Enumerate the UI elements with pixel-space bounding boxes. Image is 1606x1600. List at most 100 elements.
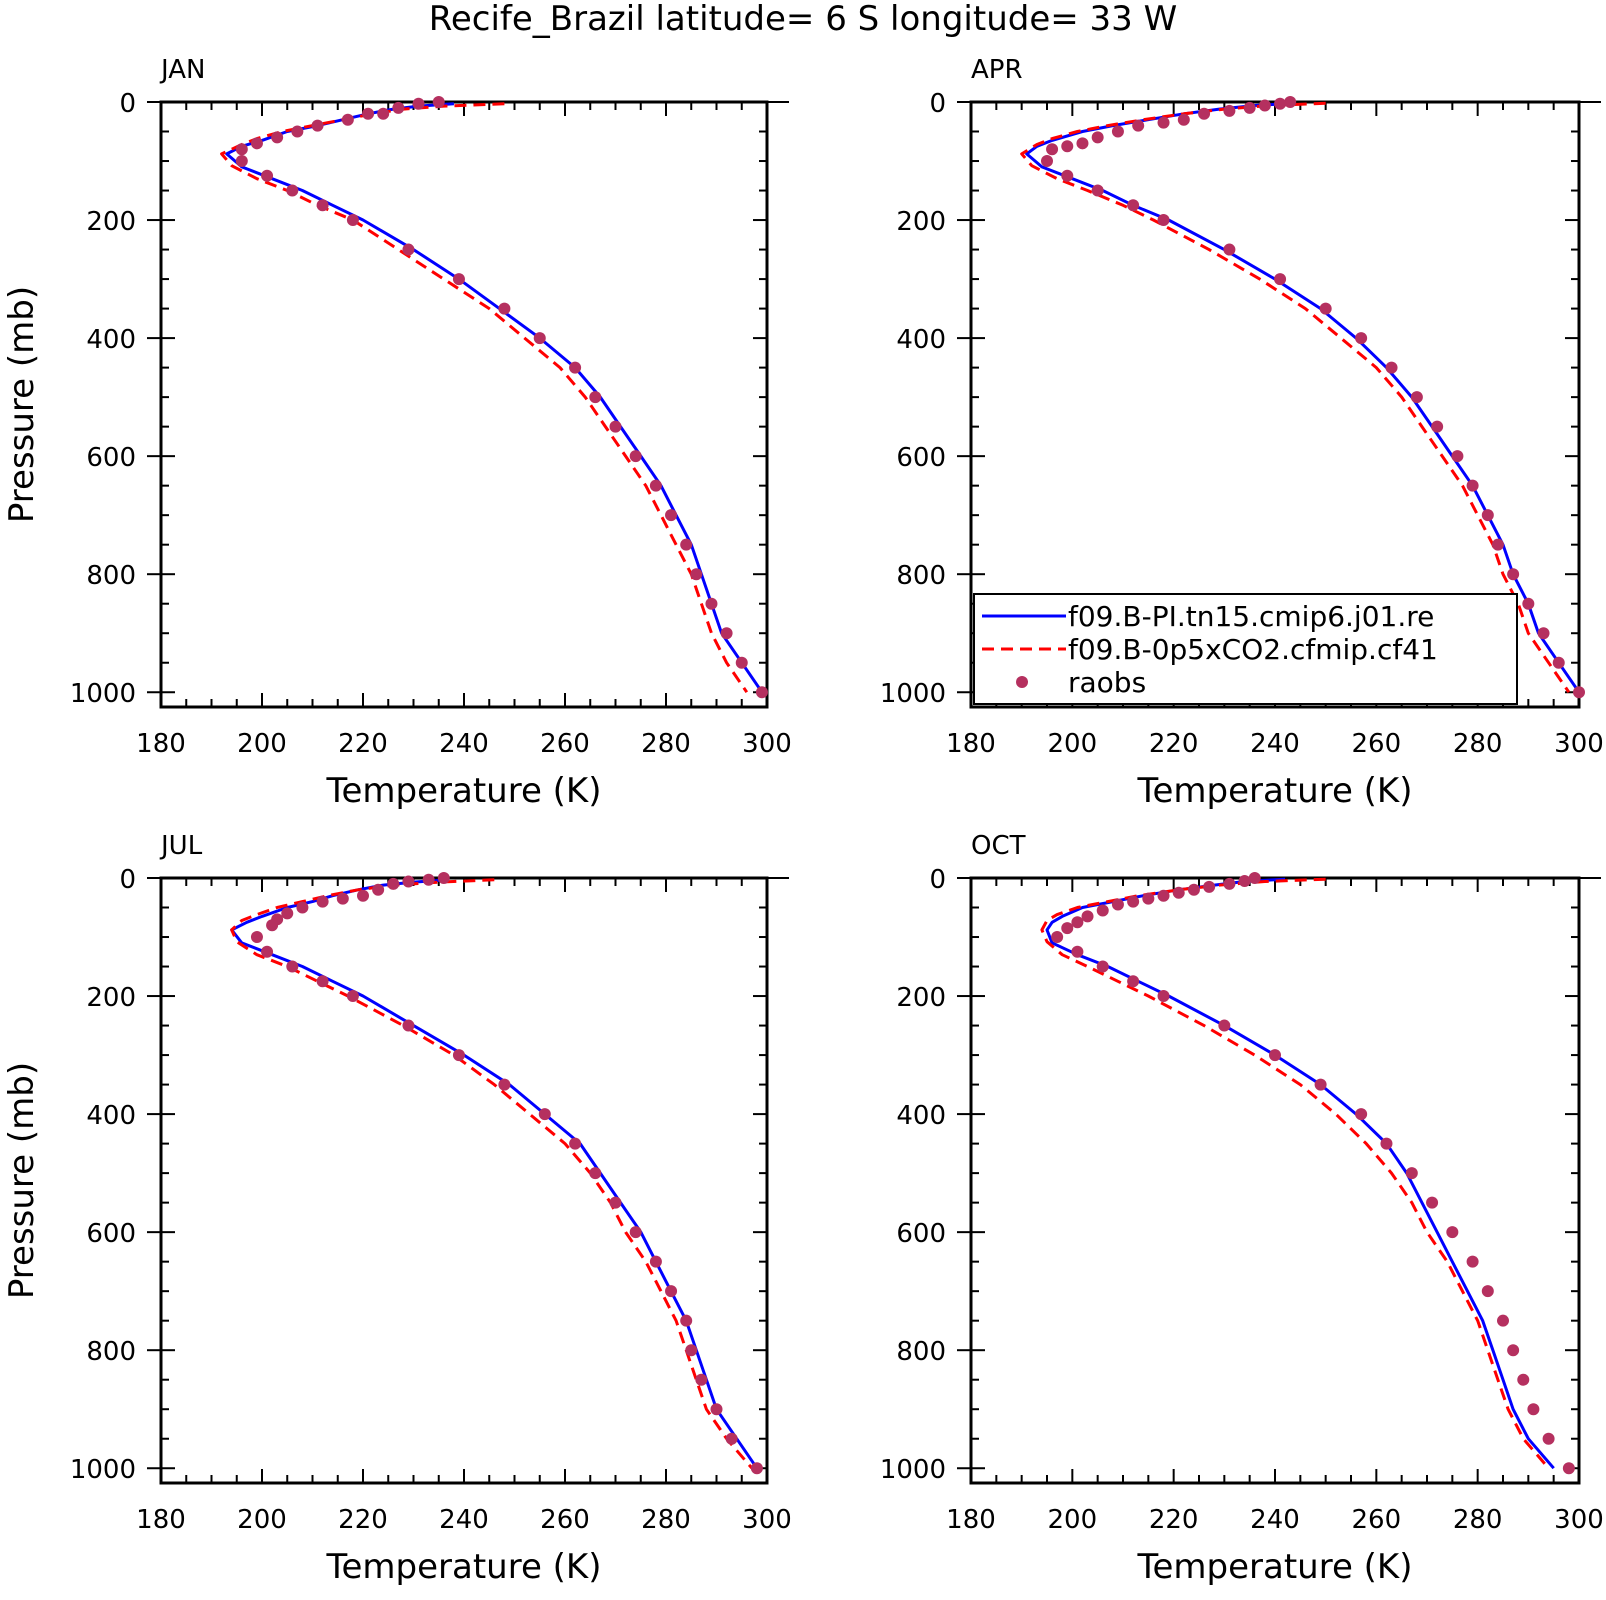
panel-label: JAN — [159, 55, 205, 85]
raobs-point — [705, 597, 718, 610]
raobs-point — [720, 627, 733, 640]
raobs-point — [422, 873, 435, 886]
x-tick-label: 240 — [439, 729, 489, 759]
x-tick-label: 280 — [1453, 729, 1503, 759]
x-tick-label: 280 — [1453, 1505, 1503, 1535]
raobs-point — [341, 113, 354, 126]
raobs-point — [1446, 1226, 1459, 1239]
raobs-point — [271, 131, 284, 144]
x-tick-label: 260 — [540, 729, 590, 759]
x-tick-label: 300 — [1554, 729, 1604, 759]
raobs-point — [1218, 1019, 1231, 1032]
raobs-point — [589, 1167, 602, 1180]
raobs-point — [372, 883, 385, 896]
x-tick-label: 220 — [338, 1505, 388, 1535]
raobs-point — [1466, 479, 1479, 492]
raobs-point — [362, 107, 375, 120]
raobs-point — [1562, 1462, 1575, 1475]
raobs-point — [569, 361, 582, 374]
raobs-point — [346, 990, 359, 1003]
raobs-point — [1041, 155, 1053, 168]
y-tick-label: 200 — [896, 983, 946, 1013]
raobs-point — [1319, 302, 1332, 315]
raobs-point — [1203, 880, 1216, 893]
raobs-point — [498, 302, 511, 315]
raobs-point — [1522, 597, 1535, 610]
x-axis-title: Temperature (K) — [325, 771, 601, 811]
raobs-point — [336, 892, 349, 905]
series-line-pi — [225, 102, 764, 694]
raobs-point — [649, 1255, 662, 1268]
x-tick-label: 220 — [1149, 729, 1199, 759]
y-tick-label: 0 — [929, 865, 946, 895]
legend: f09.B-PI.tn15.cmip6.j01.ref09.B-0p5xCO2.… — [973, 593, 1518, 705]
raobs-point — [1096, 960, 1109, 973]
raobs-point — [680, 1314, 693, 1327]
raobs-point — [286, 960, 299, 973]
y-tick-label: 800 — [86, 1337, 136, 1367]
x-axis-title: Temperature (K) — [1136, 1547, 1412, 1587]
y-tick-label: 600 — [86, 1219, 136, 1249]
panel-label: OCT — [971, 831, 1026, 861]
raobs-point — [1284, 96, 1297, 108]
raobs-point — [665, 509, 678, 522]
raobs-point — [1466, 1255, 1479, 1268]
raobs-point — [1223, 104, 1236, 117]
y-tick-label: 0 — [119, 865, 136, 895]
y-tick-label: 1000 — [70, 1455, 136, 1485]
x-tick-label: 180 — [946, 729, 996, 759]
raobs-point — [1111, 898, 1124, 911]
raobs-point — [1269, 1049, 1281, 1062]
raobs-point — [665, 1285, 678, 1298]
raobs-point — [629, 1226, 642, 1239]
raobs-point — [629, 450, 642, 463]
raobs-point — [250, 931, 263, 944]
panels: JAN 180 200 220 240 260 280 300 0 200 400 600 800 100… — [2, 55, 1604, 1587]
x-tick-label: 260 — [1352, 1505, 1402, 1535]
series-line-0p5xco2 — [1040, 877, 1550, 1470]
raobs-point — [250, 137, 263, 150]
x-tick-label: 240 — [439, 1505, 489, 1535]
raobs-point — [1355, 332, 1368, 345]
raobs-point — [1314, 1078, 1327, 1091]
raobs-point — [1451, 450, 1464, 463]
raobs-point — [1527, 1403, 1540, 1416]
raobs-point — [311, 119, 324, 132]
raobs-point — [1127, 895, 1140, 908]
raobs-point — [609, 420, 622, 433]
raobs-point — [1380, 1137, 1393, 1150]
raobs-point — [755, 686, 768, 699]
y-axis-title: Pressure (mb) — [2, 286, 42, 523]
y-tick-label: 800 — [86, 561, 136, 591]
raobs-point — [1076, 137, 1089, 150]
raobs-point — [291, 125, 304, 138]
chart-panel-jul: JUL 180 200 220 240 260 280 300 0 200 400 600 800 100… — [2, 831, 792, 1587]
raobs-point — [1187, 883, 1200, 896]
raobs-point — [1481, 509, 1494, 522]
x-tick-label: 220 — [338, 729, 388, 759]
raobs-point — [1157, 214, 1170, 227]
raobs-point — [1552, 656, 1565, 669]
x-tick-label: 260 — [540, 1505, 590, 1535]
raobs-point — [1258, 99, 1271, 112]
x-tick-label: 200 — [237, 729, 287, 759]
chart-panel-apr: APR 180 200 220 240 260 280 300 0 200 400 600 800 100… — [880, 55, 1604, 811]
x-tick-label: 200 — [1048, 729, 1098, 759]
raobs-point — [538, 1108, 551, 1121]
raobs-point — [1243, 101, 1256, 114]
raobs-point — [316, 199, 329, 212]
raobs-point — [1061, 922, 1074, 935]
figure-title: Recife_Brazil latitude= 6 S longitude= 3… — [429, 0, 1177, 39]
panel-label: APR — [971, 55, 1023, 85]
raobs-point — [1157, 116, 1170, 129]
raobs-point — [498, 1078, 511, 1091]
raobs-point — [437, 872, 450, 884]
raobs-point — [1355, 1108, 1368, 1121]
raobs-point — [432, 96, 445, 108]
raobs-point — [1132, 119, 1145, 132]
raobs-point — [402, 875, 415, 888]
raobs-point — [286, 184, 299, 197]
y-tick-label: 200 — [896, 207, 946, 237]
chart-panel-oct: OCT 180 200 220 240 260 280 300 0 200 400 600 800 100… — [880, 831, 1604, 1587]
raobs-point — [377, 107, 390, 120]
